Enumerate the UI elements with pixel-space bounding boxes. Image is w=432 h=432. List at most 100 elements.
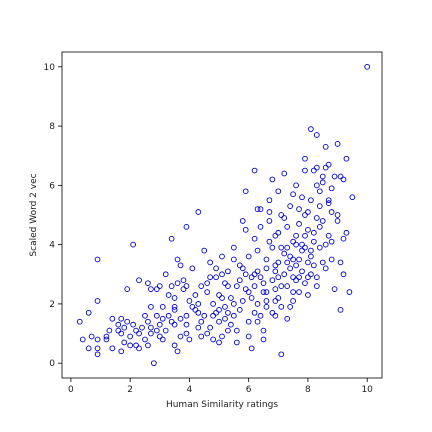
x-axis-title: Human Similarity ratings [166, 400, 278, 410]
data-point [311, 262, 317, 269]
data-point [296, 289, 302, 295]
data-point [322, 265, 329, 272]
data-point [269, 176, 276, 183]
data-point [198, 333, 205, 340]
data-point [239, 218, 246, 224]
data-point [275, 188, 282, 195]
data-point [153, 327, 160, 334]
data-point [207, 274, 213, 281]
data-point [156, 283, 163, 289]
data-point [222, 304, 228, 310]
data-point [272, 286, 279, 292]
data-point [133, 327, 139, 334]
data-point [296, 274, 302, 281]
data-point [148, 286, 154, 292]
data-point [308, 271, 314, 278]
data-point [127, 342, 133, 349]
data-point [225, 268, 231, 275]
x-tick-label: 2 [127, 385, 133, 395]
data-point [287, 265, 293, 272]
data-point [287, 304, 293, 310]
data-point [325, 197, 332, 204]
data-point [334, 218, 341, 224]
data-point [156, 321, 163, 328]
data-point [151, 360, 157, 367]
data-point [293, 232, 299, 239]
data-point [302, 244, 308, 251]
data-point [115, 327, 122, 334]
data-point [219, 295, 225, 301]
data-point [278, 351, 285, 358]
data-point [316, 203, 323, 209]
data-point [287, 253, 293, 260]
data-point [248, 274, 255, 281]
data-point [115, 321, 122, 328]
data-point [278, 212, 285, 218]
data-point [118, 315, 125, 322]
data-point [263, 304, 270, 310]
data-point [328, 209, 335, 215]
data-point [263, 289, 270, 295]
data-point [290, 289, 296, 295]
data-point [364, 63, 371, 70]
data-point [290, 238, 296, 245]
data-point [245, 333, 252, 340]
data-point [296, 221, 302, 227]
y-axis-title: Scaled Word 2 vec [29, 173, 39, 256]
data-point [308, 197, 314, 204]
data-point [174, 348, 181, 355]
data-point [192, 306, 199, 313]
data-point [293, 241, 299, 248]
data-point [103, 333, 110, 340]
data-point [204, 330, 211, 337]
data-point [308, 253, 314, 260]
data-point [349, 194, 356, 201]
data-point [305, 209, 311, 215]
data-point [278, 283, 285, 289]
data-point [257, 206, 264, 212]
data-point [94, 351, 101, 358]
points-layer [76, 63, 371, 367]
plot-frame [61, 51, 383, 379]
data-point [165, 312, 172, 319]
data-point [222, 280, 228, 287]
data-point [121, 324, 128, 331]
data-point [343, 155, 350, 162]
data-point [239, 265, 246, 272]
data-point [204, 280, 211, 287]
data-point [275, 274, 282, 281]
data-point [293, 277, 299, 284]
data-point [195, 209, 202, 215]
data-point [319, 218, 326, 224]
data-point [260, 336, 267, 343]
data-point [340, 235, 347, 242]
x-tick-label: 0 [68, 385, 74, 395]
data-point [171, 304, 178, 310]
data-point [162, 327, 169, 334]
data-point [242, 226, 249, 233]
data-point [263, 265, 270, 272]
data-point [278, 304, 285, 310]
data-point [322, 143, 329, 150]
data-point [189, 304, 196, 310]
data-point [248, 295, 255, 301]
data-point [216, 318, 222, 325]
data-point [278, 244, 285, 251]
data-point [275, 229, 282, 236]
data-point [156, 333, 163, 340]
data-point [340, 271, 347, 278]
data-point [171, 306, 178, 313]
data-point [236, 262, 243, 269]
data-point [242, 188, 249, 195]
data-point [233, 327, 240, 334]
data-point [302, 280, 308, 287]
y-tick-label: 8 [49, 122, 55, 132]
data-point [168, 283, 175, 289]
data-point [201, 312, 208, 319]
data-point [311, 167, 317, 174]
data-point [231, 244, 237, 251]
data-point [254, 247, 261, 254]
data-point [334, 212, 341, 218]
y-tick-label: 0 [49, 359, 55, 369]
